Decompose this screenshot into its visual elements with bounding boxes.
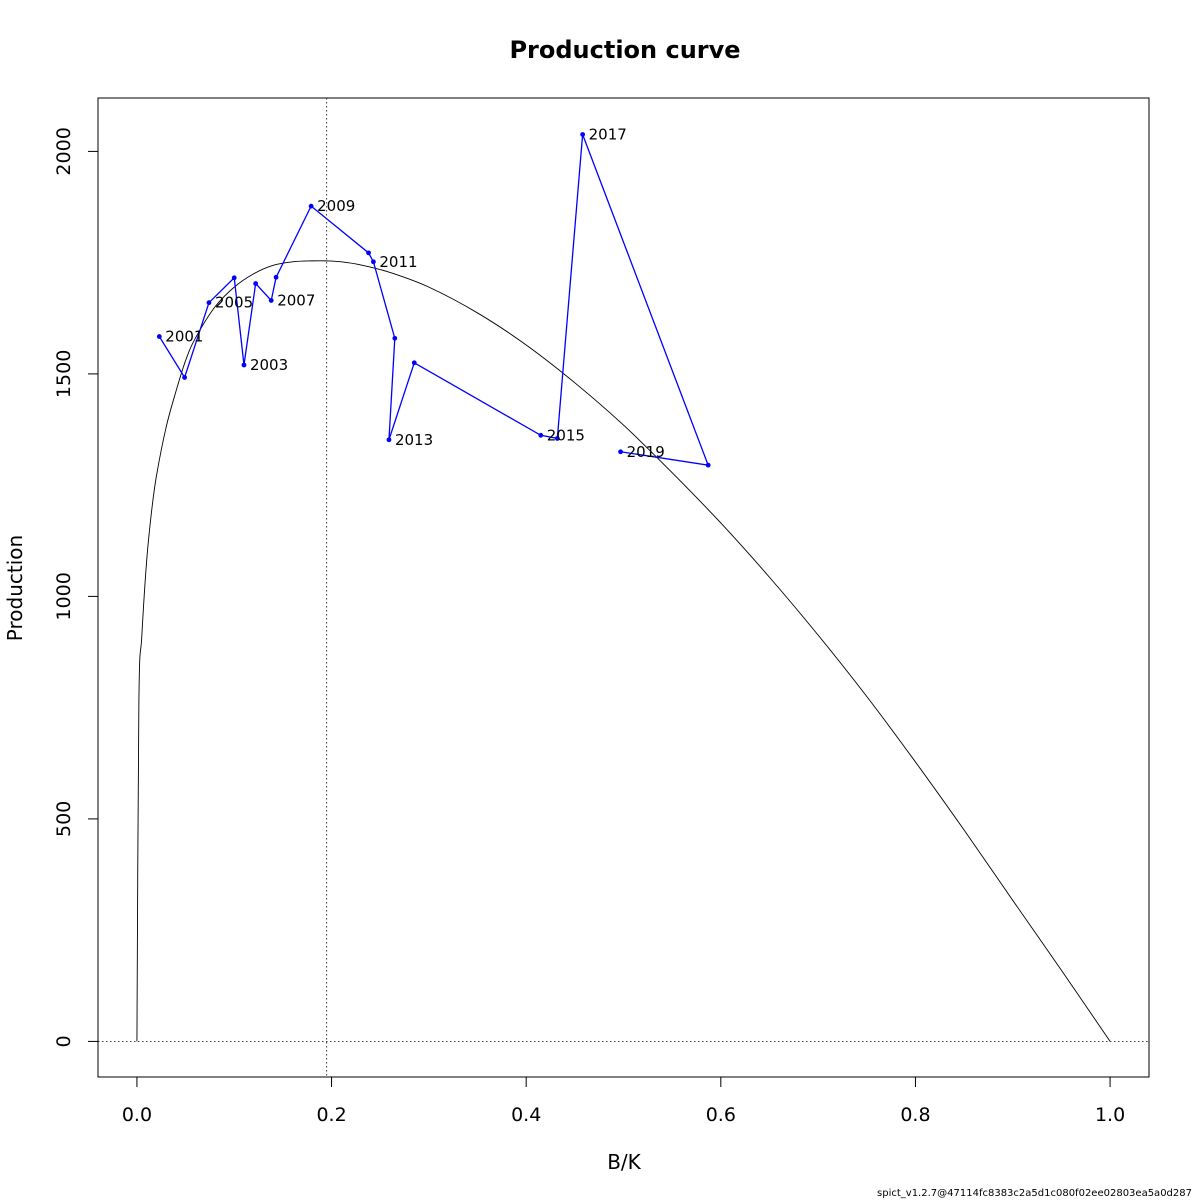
plot-frame <box>97 97 1150 1078</box>
trajectory-point <box>241 362 247 368</box>
trajectory-point <box>618 449 623 455</box>
trajectory-point <box>253 281 259 286</box>
x-tick-label: 0.4 <box>511 1104 541 1126</box>
trajectory-point <box>580 132 586 137</box>
trajectory-point <box>231 275 237 281</box>
trajectory-point <box>182 375 188 380</box>
x-tick-label: 0.8 <box>900 1104 930 1126</box>
x-axis: 0.0 0.2 0.4 0.6 0.8 1.0 <box>122 1076 1125 1126</box>
x-tick-label: 1.0 <box>1095 1104 1125 1126</box>
year-label: 2003 <box>250 356 288 374</box>
year-label: 2005 <box>215 294 253 312</box>
year-label: 2007 <box>277 291 315 309</box>
production-curve-line <box>136 260 1111 1042</box>
trajectory-point <box>386 437 392 443</box>
trajectory-point <box>538 432 544 438</box>
x-axis-label: B/K <box>607 1150 641 1174</box>
x-tick-label: 0.2 <box>316 1104 346 1126</box>
plot-area: 2001 2005 2003 2007 2009 2011 2013 2015 2017 2019 <box>98 98 1149 1077</box>
trajectory-point <box>206 300 212 306</box>
trajectory-point <box>392 335 398 341</box>
year-label: 2015 <box>547 426 585 444</box>
version-footer: spict_v1.2.7@47114fc8383c2a5d1c080f02ee0… <box>877 1188 1192 1199</box>
year-label: 2017 <box>589 125 627 143</box>
y-tick-label: 1000 <box>53 572 75 620</box>
trajectory-point <box>268 298 274 303</box>
trajectory-point <box>156 334 162 339</box>
trajectory-point <box>366 250 371 256</box>
x-tick-label: 0.6 <box>706 1104 736 1126</box>
year-label: 2013 <box>395 431 433 449</box>
trajectory-point <box>371 259 376 265</box>
year-label: 2009 <box>317 197 355 215</box>
chart-title: Production curve <box>509 36 740 64</box>
x-tick-label: 0.0 <box>122 1104 152 1126</box>
y-tick-label: 500 <box>53 801 75 837</box>
trajectory-point <box>411 360 417 366</box>
y-axis-label: Production <box>3 535 27 641</box>
trajectory-point <box>554 436 560 441</box>
year-label: 2019 <box>627 443 665 461</box>
year-label: 2011 <box>379 253 417 271</box>
trajectory-point <box>273 274 279 280</box>
trajectory-point <box>308 203 314 209</box>
y-tick-label: 0 <box>53 1035 75 1047</box>
y-tick-label: 1500 <box>53 350 75 398</box>
y-axis: 0 500 1000 1500 2000 <box>53 127 99 1047</box>
year-label: 2001 <box>165 328 203 346</box>
y-tick-label: 2000 <box>53 127 75 175</box>
trajectory-point <box>705 462 711 468</box>
